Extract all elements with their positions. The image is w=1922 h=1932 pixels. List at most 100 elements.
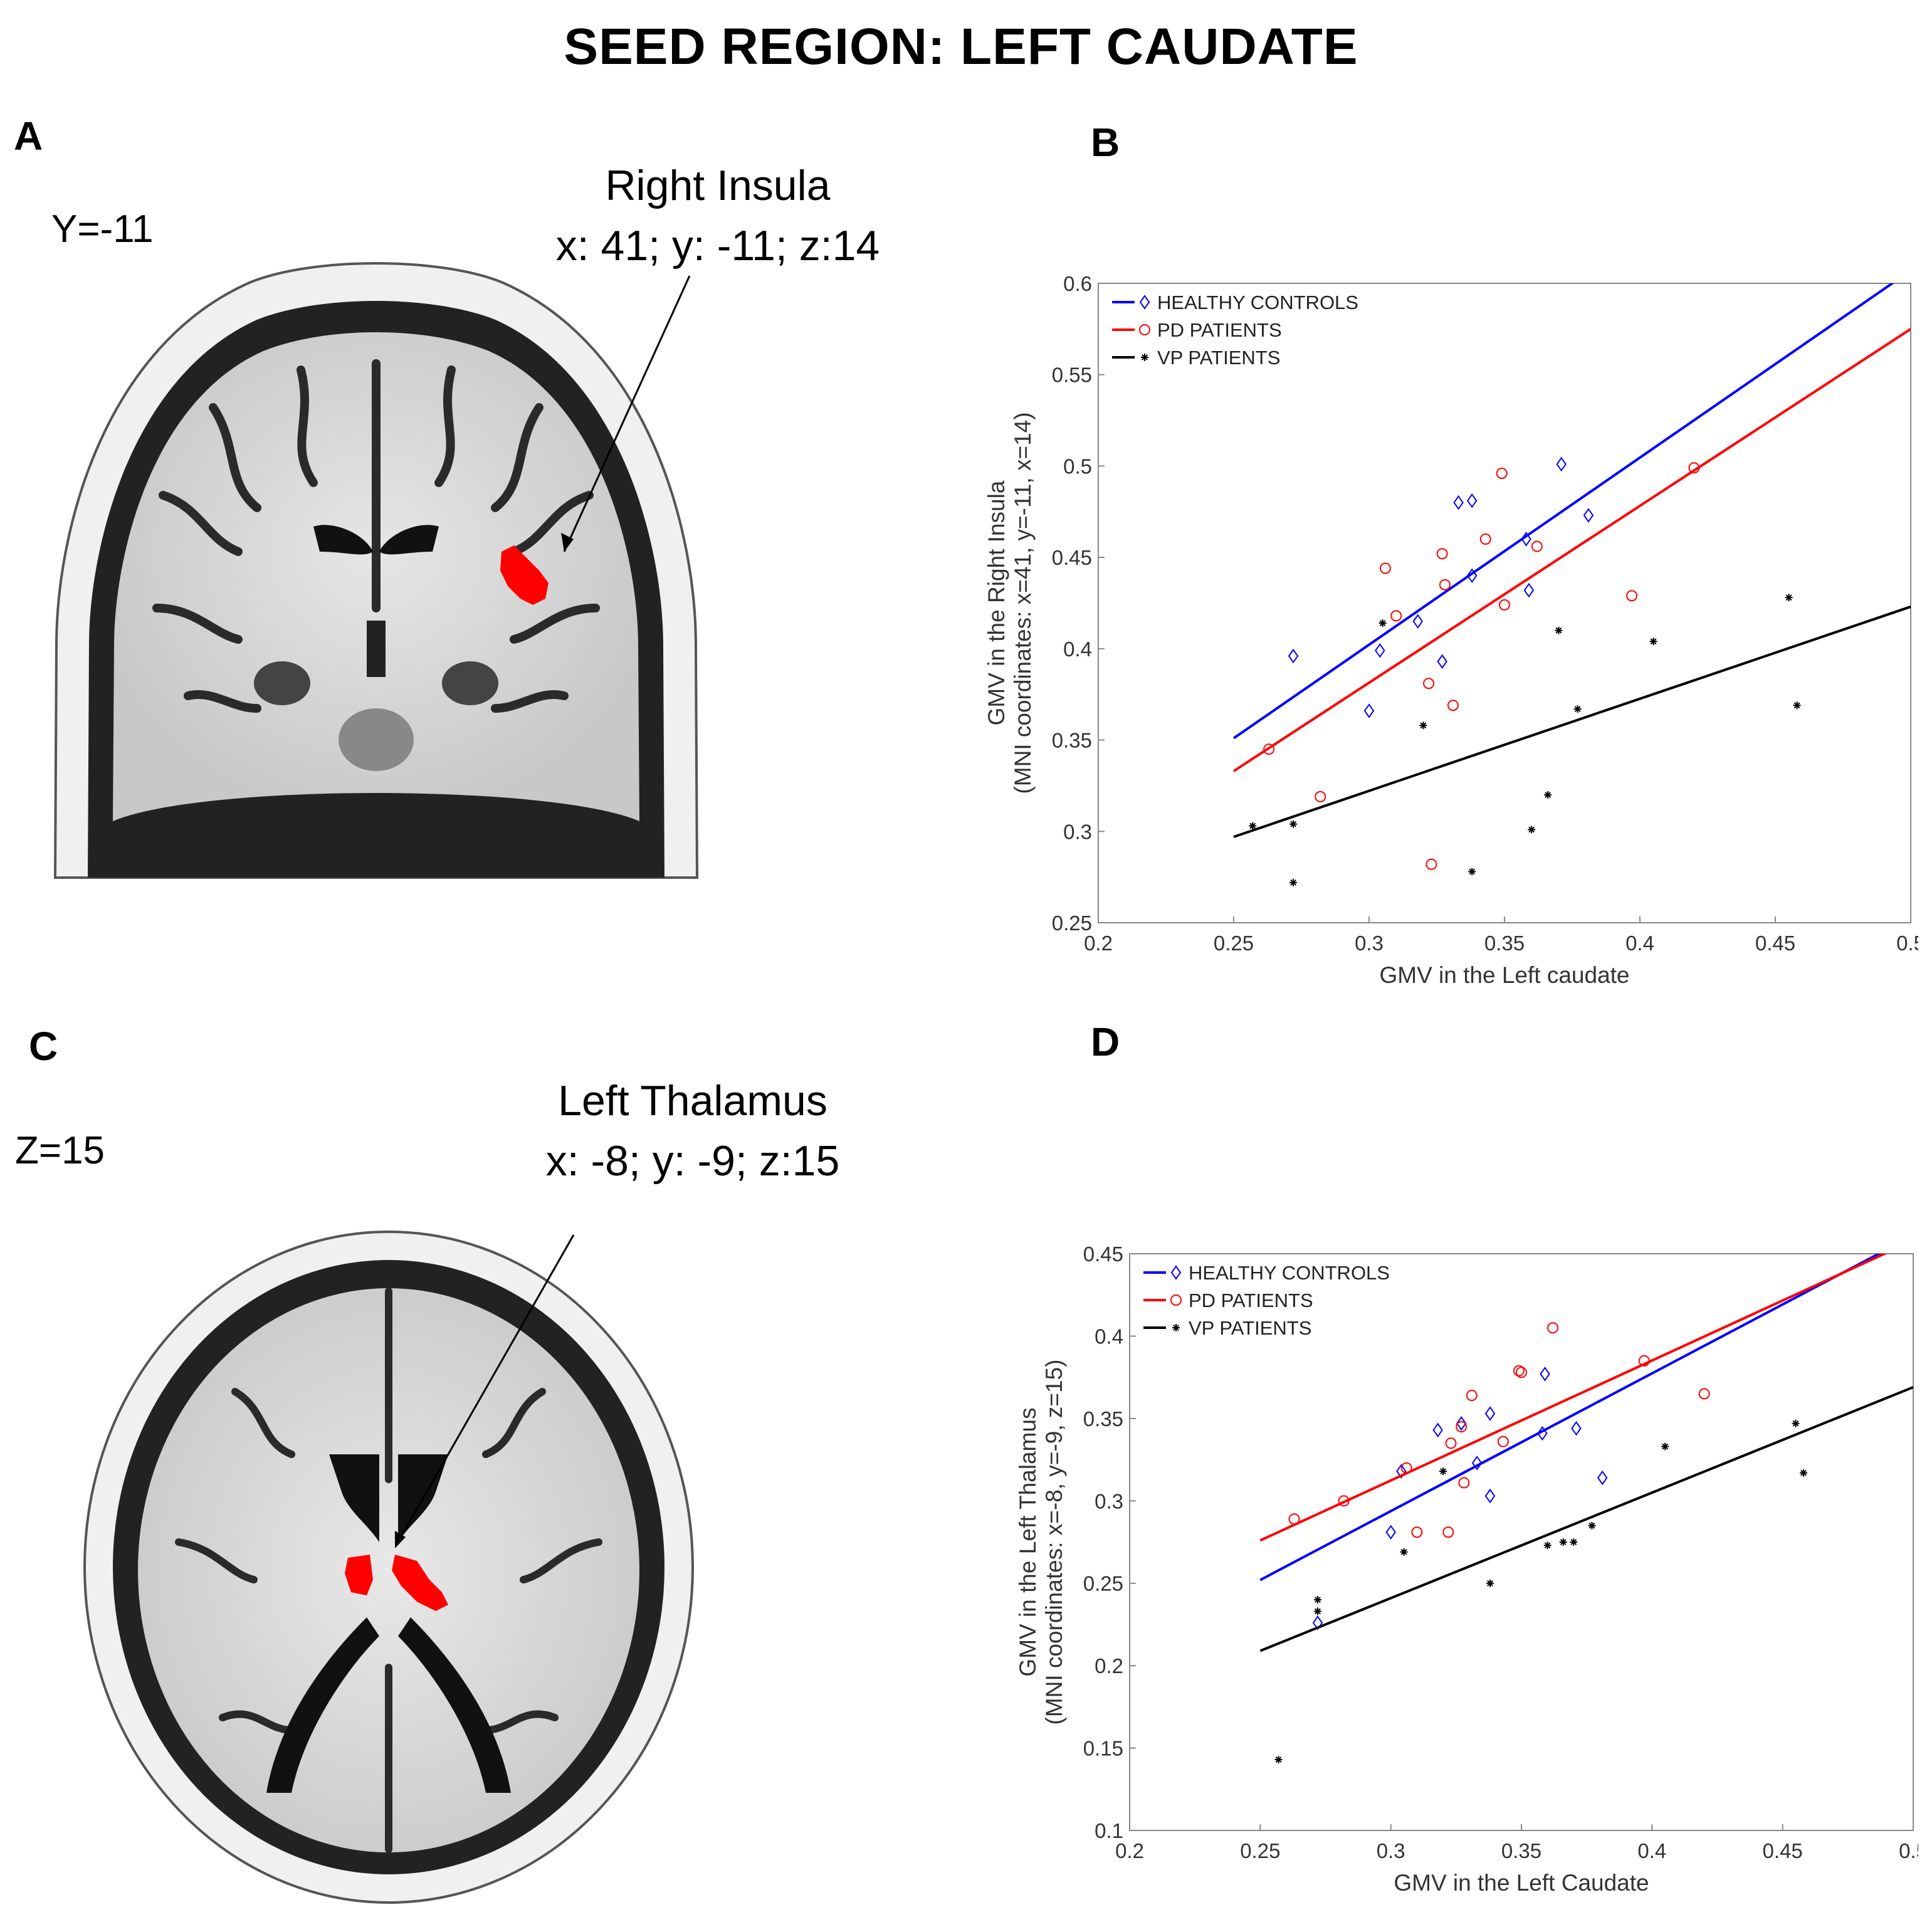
data-point — [1466, 1390, 1478, 1402]
series-circle — [1232, 328, 1911, 870]
data-point — [1661, 1442, 1669, 1451]
data-point — [1439, 579, 1451, 591]
data-point — [1626, 590, 1638, 602]
plot-area — [1098, 283, 1911, 923]
legend-label: VP PATIENTS — [1157, 347, 1280, 369]
data-point — [1638, 1355, 1650, 1367]
data-point — [1597, 1470, 1608, 1486]
data-point — [1537, 1425, 1548, 1441]
data-point — [1486, 1579, 1494, 1587]
data-point — [1288, 648, 1299, 664]
legend-marker — [1141, 354, 1148, 361]
data-point — [1432, 1422, 1443, 1438]
y-tick-label: 0.45 — [1052, 546, 1092, 569]
coronal-brain-image — [53, 262, 699, 879]
data-point — [1289, 820, 1298, 828]
data-point — [1411, 1526, 1423, 1538]
y-tick-label: 0.15 — [1083, 1737, 1123, 1760]
fit-line — [1232, 283, 1894, 740]
legend-marker — [1170, 1265, 1182, 1280]
data-point — [1531, 540, 1543, 552]
data-point — [1437, 654, 1447, 669]
data-point — [1570, 1538, 1578, 1546]
legend-label: VP PATIENTS — [1189, 1317, 1311, 1339]
y-tick-label: 0.2 — [1095, 1654, 1123, 1677]
coronal-ventricles — [254, 525, 498, 771]
series-diamond — [1259, 1254, 1882, 1630]
left-thalamus-activation — [345, 1555, 448, 1611]
series-circle — [1259, 1254, 1888, 1542]
data-point — [1800, 1469, 1807, 1477]
data-point — [1513, 1365, 1525, 1377]
data-point — [1363, 703, 1375, 718]
data-point — [1499, 599, 1510, 611]
data-point — [1484, 1406, 1496, 1421]
data-point — [1649, 638, 1657, 646]
data-point — [1375, 643, 1385, 658]
legend-marker — [1172, 1324, 1180, 1331]
data-point — [1484, 1488, 1496, 1504]
plot-content — [1232, 283, 1911, 886]
data-point — [1497, 1436, 1509, 1447]
data-point — [1426, 858, 1437, 870]
data-point — [1338, 1495, 1350, 1507]
data-point — [1468, 868, 1476, 876]
y-tick-label: 0.3 — [1095, 1489, 1123, 1513]
data-point — [1249, 822, 1257, 830]
series-star — [1259, 1386, 1913, 1763]
series-diamond — [1232, 283, 1894, 740]
data-point — [1521, 532, 1531, 547]
fit-line — [1259, 1254, 1882, 1582]
y-tick-label: 0.35 — [1052, 729, 1092, 752]
data-point — [1547, 1322, 1558, 1334]
x-tick-label: 0.4 — [1637, 1839, 1666, 1862]
region-name-a: Right Insula — [605, 162, 831, 209]
y-axis-label-secondary: (MNI coordinates: x=41, y=-11, x=14) — [1010, 412, 1036, 794]
data-point — [1274, 1755, 1283, 1763]
data-point — [1466, 493, 1478, 508]
x-tick-label: 0.3 — [1377, 1839, 1405, 1862]
y-axis-label: GMV in the Right Insula — [984, 480, 1009, 725]
legend-label: HEALTHY CONTROLS — [1157, 291, 1358, 313]
y-tick-label: 0.1 — [1095, 1819, 1123, 1842]
legend-label: PD PATIENTS — [1157, 319, 1282, 341]
slice-label-c: Z=15 — [15, 1129, 105, 1172]
data-point — [1453, 495, 1464, 510]
y-tick-label: 0.25 — [1052, 911, 1092, 935]
data-point — [1447, 700, 1459, 711]
region-name-c: Left Thalamus — [558, 1077, 827, 1125]
panel-letter-a: A — [14, 113, 43, 159]
legend: HEALTHY CONTROLS PD PATIENTS VP PATIENTS — [1112, 291, 1358, 369]
data-point — [1785, 594, 1793, 602]
y-tick-label: 0.35 — [1083, 1407, 1123, 1431]
data-point — [1315, 790, 1326, 802]
x-tick-label: 0.2 — [1084, 932, 1113, 955]
data-point — [1458, 1477, 1470, 1489]
y-tick-label: 0.45 — [1083, 1242, 1123, 1266]
data-point — [1439, 1467, 1447, 1475]
y-tick-label: 0.3 — [1063, 820, 1092, 843]
data-point — [1400, 1462, 1412, 1474]
data-point — [1540, 1367, 1550, 1382]
fit-line — [1233, 605, 1911, 838]
data-point — [1385, 1525, 1396, 1540]
legend-label: PD PATIENTS — [1189, 1289, 1313, 1311]
data-point — [1571, 1420, 1582, 1436]
data-point — [1588, 1521, 1596, 1530]
data-point — [1390, 610, 1402, 622]
x-tick-label: 0.5 — [1896, 932, 1918, 955]
y-tick-label: 0.25 — [1083, 1572, 1123, 1595]
x-tick-label: 0.35 — [1484, 932, 1525, 955]
legend-marker — [1170, 1294, 1182, 1306]
legend-label: HEALTHY CONTROLS — [1189, 1262, 1390, 1284]
coronal-sulci — [152, 359, 600, 713]
y-tick-label: 0.4 — [1063, 638, 1092, 661]
fit-line — [1259, 1254, 1888, 1542]
y-axis-label-secondary: (MNI coordinates: x=-8, y=-9, z=15) — [1041, 1360, 1067, 1725]
x-axis-label: GMV in the Left caudate — [1379, 962, 1629, 988]
data-point — [1423, 678, 1435, 690]
data-point — [1583, 508, 1594, 523]
region-label-a: Right Insula x: 41; y: -11; z:14 — [514, 155, 922, 276]
data-point — [1378, 619, 1387, 627]
data-point — [1792, 1419, 1800, 1427]
